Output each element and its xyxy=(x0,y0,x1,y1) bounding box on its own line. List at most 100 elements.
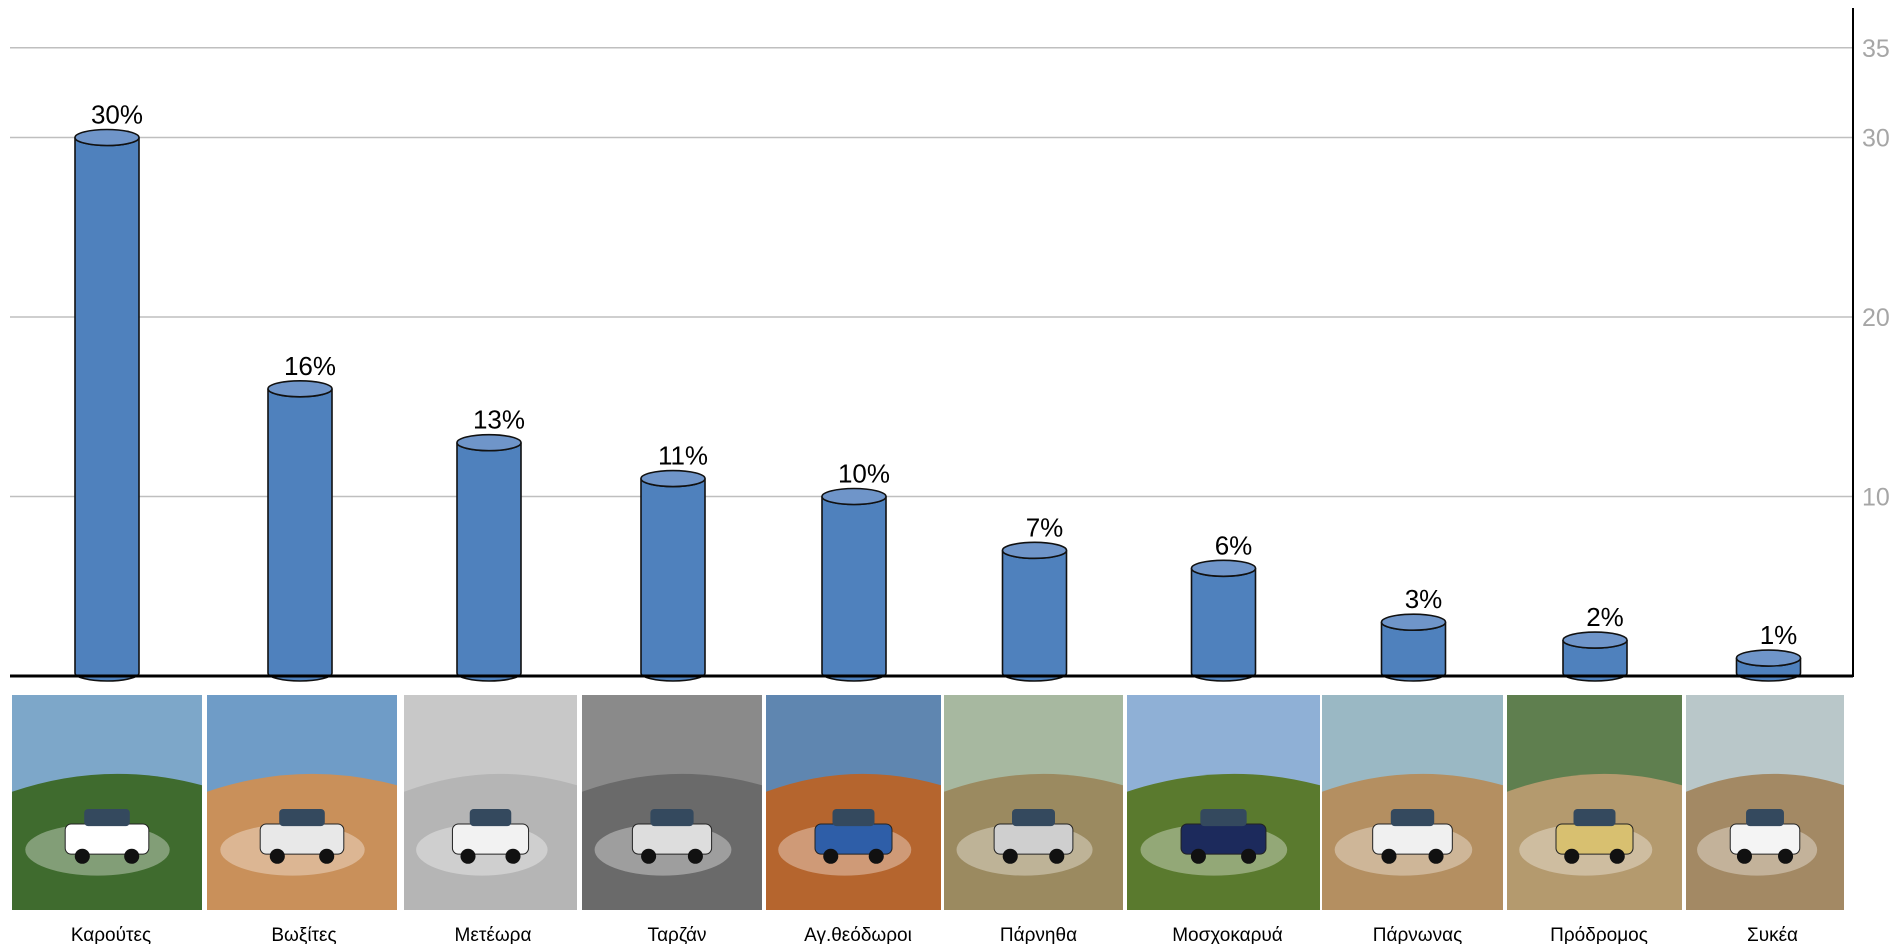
photo-car-wheel xyxy=(1241,848,1257,864)
photo-car-window xyxy=(279,808,325,827)
bar-2 xyxy=(267,379,333,682)
photo-car-window xyxy=(469,808,512,827)
photo-car-wheel xyxy=(868,848,884,864)
bar-5 xyxy=(821,487,887,682)
bar-body xyxy=(456,442,522,682)
rally-car-photo xyxy=(766,695,941,910)
category-label: Πάρνηθα xyxy=(1000,925,1077,944)
photo-strip xyxy=(12,695,1844,910)
bar-top xyxy=(267,379,333,398)
photo-car-wheel xyxy=(1049,848,1065,864)
data-label: 11% xyxy=(658,441,708,471)
photo-car-body xyxy=(631,823,713,855)
data-label: 7% xyxy=(1026,512,1064,542)
data-label: 6% xyxy=(1215,530,1253,560)
photo-car-window xyxy=(1746,808,1784,827)
data-label: 1% xyxy=(1760,620,1798,650)
gridlines xyxy=(10,47,1852,498)
bar-7 xyxy=(1190,559,1257,682)
bar-top xyxy=(74,128,140,147)
bar-body xyxy=(640,478,706,682)
y-tick-label: 30 xyxy=(1862,125,1890,153)
photo-car-wheel xyxy=(1778,848,1794,864)
photo-car-wheel xyxy=(1736,848,1752,864)
bar-body xyxy=(74,137,140,682)
bar-top xyxy=(821,487,887,506)
bar-top xyxy=(640,469,706,488)
photo-car-body xyxy=(993,823,1074,855)
photo-car-window xyxy=(832,808,875,827)
photo-car-window xyxy=(650,808,694,827)
bar-body xyxy=(267,388,333,682)
photo-car-body xyxy=(1372,823,1453,855)
category-label: Μοσχοκαρυά xyxy=(1172,925,1283,944)
bar-4 xyxy=(640,469,706,682)
photo-car-body xyxy=(1729,823,1801,855)
data-label: 3% xyxy=(1405,584,1443,614)
photo-car-window xyxy=(1573,808,1616,827)
data-label: 10% xyxy=(838,459,890,489)
category-label: Ταρζάν xyxy=(648,925,707,944)
rally-car-photo xyxy=(1127,695,1320,910)
category-label: Πάρνωνας xyxy=(1373,925,1463,944)
photo-car-window xyxy=(1012,808,1055,827)
bar-6 xyxy=(1001,541,1068,682)
photo-car-wheel xyxy=(124,848,140,864)
labels: 10 20 30 35 30% 16% 13% 11% 10% 7% 6% 3% 2% 1% Καρούτε… xyxy=(71,35,1890,944)
rally-car-photo xyxy=(207,695,397,910)
rally-car-photo xyxy=(944,695,1123,910)
photo-car-wheel xyxy=(74,848,90,864)
photo-car-wheel xyxy=(1381,848,1397,864)
photo-car-wheel xyxy=(1190,848,1206,864)
bar-top xyxy=(1735,649,1802,667)
photo-car-body xyxy=(259,823,345,855)
data-label: 13% xyxy=(473,405,525,435)
bar-top xyxy=(1562,631,1628,649)
rally-car-photo xyxy=(1686,695,1844,910)
photo-car-window xyxy=(1390,808,1435,827)
bar-body xyxy=(1380,621,1447,682)
category-label: Αγ.θεόδωροι xyxy=(804,925,912,944)
photo-car-window xyxy=(1200,808,1247,827)
bar-top xyxy=(1380,613,1447,631)
category-label: Μετέωρα xyxy=(455,925,532,944)
photo-car-wheel xyxy=(1609,848,1625,864)
category-label: Καρούτες xyxy=(71,925,151,944)
photo-car-body xyxy=(64,823,150,855)
data-label: 30% xyxy=(91,100,143,130)
y-tick-label: 10 xyxy=(1862,484,1890,512)
bar-top xyxy=(1001,541,1068,560)
bar-body xyxy=(1190,568,1257,682)
photo-car-wheel xyxy=(823,848,839,864)
photo-car-body xyxy=(1180,823,1267,855)
rally-car-photo xyxy=(582,695,762,910)
bar-top xyxy=(456,433,522,452)
bar-8 xyxy=(1380,613,1447,682)
bar-9 xyxy=(1562,631,1628,682)
photo-car-wheel xyxy=(687,848,703,864)
bar-3 xyxy=(456,433,522,682)
bar-body xyxy=(821,496,887,682)
category-label: Βωξίτες xyxy=(271,925,336,944)
rally-car-photo xyxy=(1322,695,1503,910)
axes xyxy=(10,8,1854,678)
photo-car-wheel xyxy=(1002,848,1018,864)
photo-car-wheel xyxy=(319,848,335,864)
category-label: Πρόδρομος xyxy=(1550,925,1648,944)
data-label: 2% xyxy=(1586,602,1624,632)
category-label: Συκέα xyxy=(1747,925,1798,944)
photo-car-wheel xyxy=(1428,848,1444,864)
bar-top xyxy=(1190,559,1257,578)
rally-car-photo xyxy=(404,695,577,910)
data-label: 16% xyxy=(284,351,336,381)
y-tick-label: 20 xyxy=(1862,304,1890,332)
bars xyxy=(74,128,1802,682)
photo-car-body xyxy=(451,823,530,855)
photo-car-wheel xyxy=(505,848,521,864)
photo-car-wheel xyxy=(269,848,285,864)
photo-car-wheel xyxy=(641,848,657,864)
rally-car-photo xyxy=(12,695,202,910)
photo-car-body xyxy=(814,823,893,855)
y-tick-label: 35 xyxy=(1862,35,1890,63)
bar-1 xyxy=(74,128,140,682)
